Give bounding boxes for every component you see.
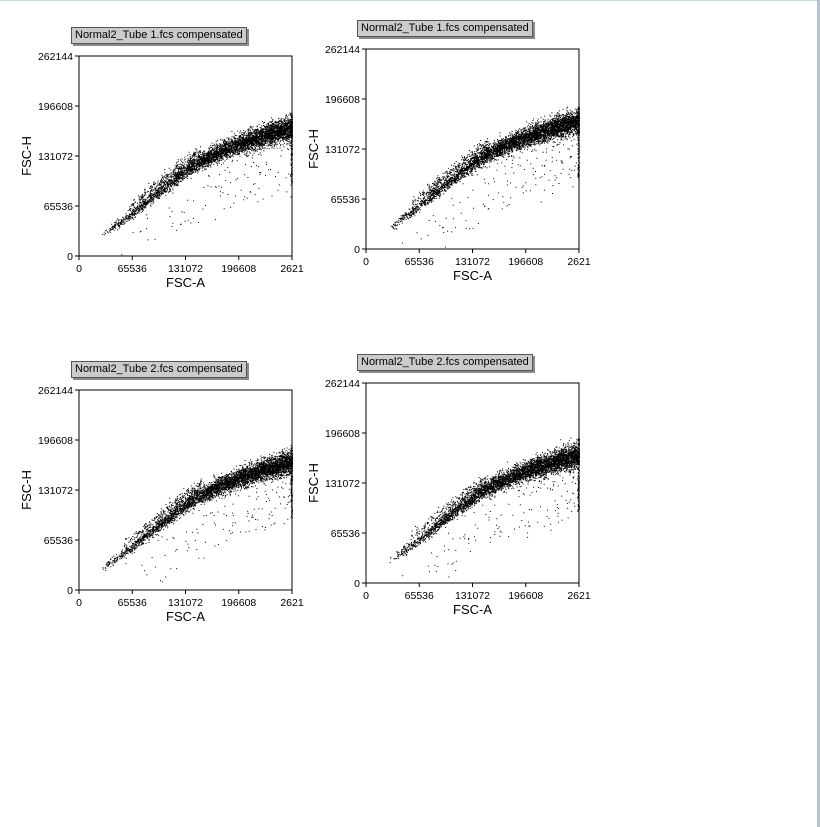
y-tick-label: 131072 [325, 478, 360, 490]
y-axis: 0 65536 131072 196608 262144 [325, 378, 366, 590]
event-dots [102, 445, 293, 583]
y-tick-label: 131072 [38, 151, 73, 163]
y-tick-label: 65536 [44, 201, 73, 213]
x-tick-label: 131072 [168, 597, 203, 609]
data-points [389, 437, 580, 578]
x-tick-label: 2621 [280, 263, 304, 275]
y-tick-label: 65536 [331, 194, 360, 206]
x-tick-label: 65536 [118, 263, 147, 275]
data-points [102, 112, 293, 256]
x-tick-label: 0 [76, 597, 82, 609]
plot-title-label[interactable]: Normal2_Tube 1.fcs compensated [71, 27, 247, 44]
x-tick-label: 65536 [405, 256, 434, 268]
x-axis-label: FSC-A [166, 275, 205, 290]
event-dots [390, 104, 580, 248]
plot-title-label[interactable]: Normal2_Tube 2.fcs compensated [71, 361, 247, 378]
x-tick-label: 65536 [118, 597, 147, 609]
y-tick-label: 0 [354, 578, 360, 590]
x-tick-label: 131072 [455, 590, 490, 602]
y-axis: 0 65536 131072 196608 262144 [38, 51, 79, 263]
x-tick-label: 2621 [567, 590, 591, 602]
x-axis-label: FSC-A [166, 609, 205, 624]
y-tick-label: 196608 [38, 101, 73, 113]
y-tick-label: 65536 [331, 528, 360, 540]
y-axis: 0 65536 131072 196608 262144 [38, 385, 79, 597]
y-tick-label: 196608 [325, 94, 360, 106]
window-top-border [0, 0, 820, 1]
x-tick-label: 0 [76, 263, 82, 275]
scatter-plot[interactable]: 0 65536 131072 196608 2621 0 65536 131072 196608… [0, 374, 304, 634]
x-axis: 0 65536 131072 196608 2621 [363, 249, 591, 268]
y-axis-label: FSC-H [306, 463, 321, 503]
scatter-plot[interactable]: 0 65536 131072 196608 2621 0 65536 131072 196608… [300, 40, 591, 290]
x-axis: 0 65536 131072 196608 2621 [76, 590, 304, 609]
y-tick-label: 65536 [44, 535, 73, 547]
y-tick-label: 262144 [325, 44, 360, 56]
x-tick-label: 131072 [455, 256, 490, 268]
x-tick-label: 196608 [221, 263, 256, 275]
vertical-scrollbar[interactable] [817, 0, 820, 827]
y-tick-label: 131072 [325, 144, 360, 156]
y-axis-label: FSC-H [19, 470, 34, 510]
x-tick-label: 65536 [405, 590, 434, 602]
y-tick-label: 196608 [325, 428, 360, 440]
x-axis-label: FSC-A [453, 268, 492, 283]
y-tick-label: 262144 [38, 385, 73, 397]
x-tick-label: 131072 [168, 263, 203, 275]
event-dots [102, 112, 293, 256]
y-tick-label: 0 [67, 251, 73, 263]
x-axis-label: FSC-A [453, 602, 492, 617]
scatter-plot[interactable]: 0 65536 131072 196608 2621 0 65536 131072 196608… [300, 374, 591, 624]
data-points [102, 445, 293, 583]
y-tick-label: 262144 [38, 51, 73, 63]
y-axis: 0 65536 131072 196608 262144 [325, 44, 366, 256]
y-tick-label: 262144 [325, 378, 360, 390]
x-axis: 0 65536 131072 196608 2621 [363, 583, 591, 602]
y-axis-label: FSC-H [306, 129, 321, 169]
x-tick-label: 0 [363, 256, 369, 268]
data-points [390, 104, 580, 248]
plot-title-label[interactable]: Normal2_Tube 1.fcs compensated [357, 20, 533, 37]
plot-title-label[interactable]: Normal2_Tube 2.fcs compensated [357, 354, 533, 371]
x-tick-label: 196608 [508, 590, 543, 602]
y-tick-label: 0 [67, 585, 73, 597]
plot-frame [78, 55, 293, 257]
y-axis-label: FSC-H [19, 136, 34, 176]
x-tick-label: 196608 [508, 256, 543, 268]
x-axis: 0 65536 131072 196608 2621 [76, 256, 304, 275]
x-tick-label: 0 [363, 590, 369, 602]
event-dots [389, 437, 580, 578]
scatter-plot[interactable]: 0 65536 131072 196608 2621 0 65536 131072 196608… [0, 40, 304, 300]
x-tick-label: 2621 [280, 597, 304, 609]
x-tick-label: 2621 [567, 256, 591, 268]
y-tick-label: 0 [354, 244, 360, 256]
y-tick-label: 196608 [38, 435, 73, 447]
y-tick-label: 131072 [38, 485, 73, 497]
x-tick-label: 196608 [221, 597, 256, 609]
